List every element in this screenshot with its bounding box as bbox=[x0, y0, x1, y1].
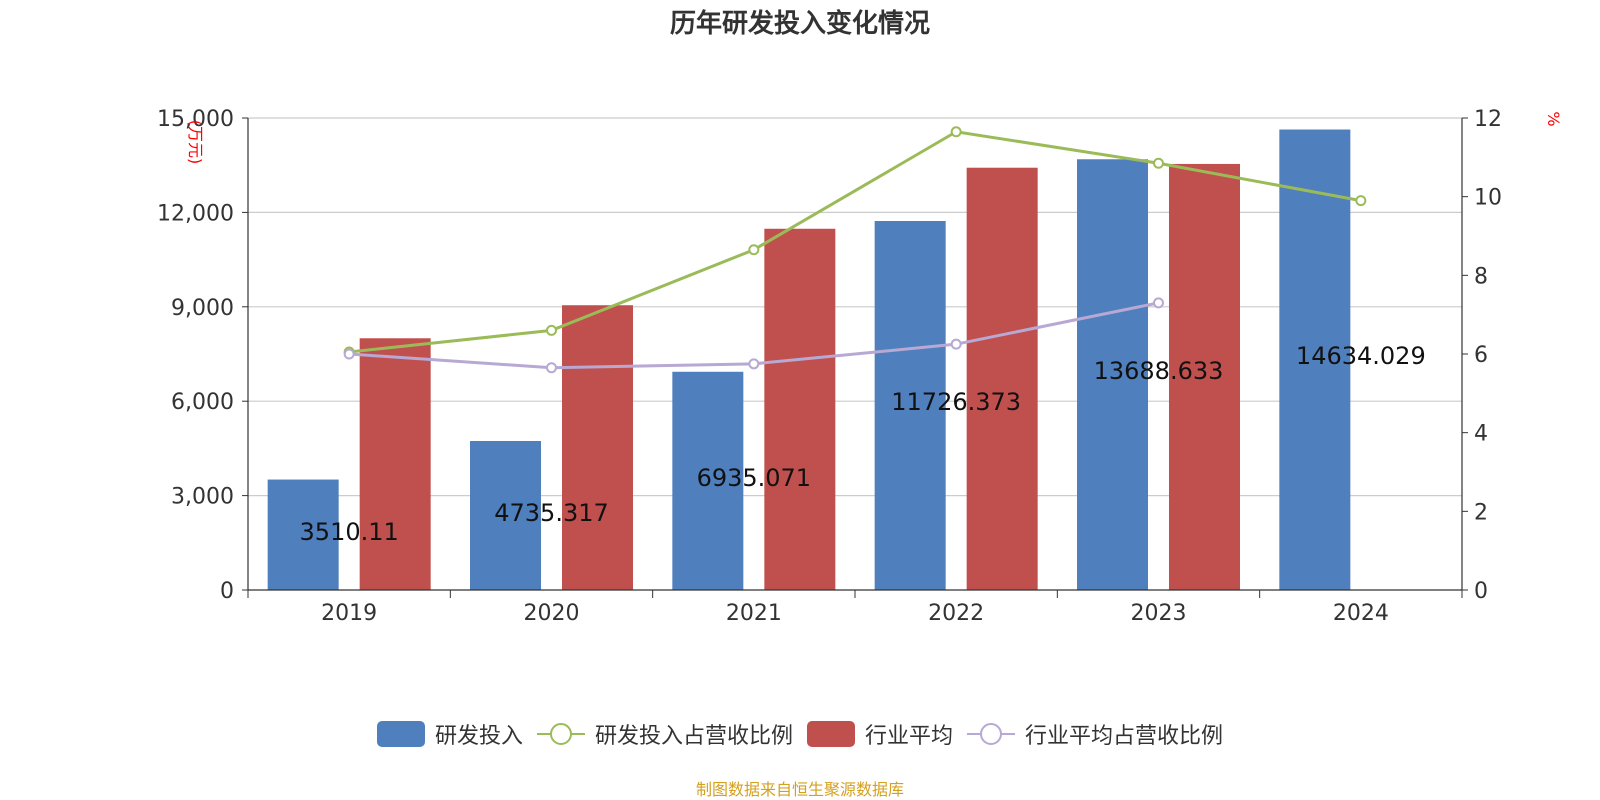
bar-data-label: 4735.317 bbox=[494, 499, 609, 527]
bar-data-label: 11726.373 bbox=[891, 388, 1021, 416]
line-point bbox=[1355, 195, 1367, 207]
y-right-tick-label: 8 bbox=[1474, 264, 1488, 289]
y-left-tick-label: 6,000 bbox=[171, 390, 234, 415]
y-right-unit-label: % bbox=[1544, 111, 1563, 126]
bar bbox=[1279, 129, 1351, 591]
line-point bbox=[546, 362, 557, 374]
y-right-tick-label: 10 bbox=[1474, 186, 1502, 211]
x-tick-label: 2022 bbox=[928, 601, 984, 626]
y-left-tick-label: 0 bbox=[220, 579, 234, 604]
x-tick-label: 2021 bbox=[726, 601, 782, 626]
y-left-tick-label: 9,000 bbox=[171, 296, 234, 321]
bar bbox=[1169, 163, 1240, 590]
legend-item-industry-ratio[interactable]: 行业平均占营收比例 bbox=[967, 718, 1223, 750]
line-point bbox=[950, 126, 962, 138]
bar bbox=[562, 305, 633, 590]
line-point bbox=[748, 358, 760, 370]
line-point bbox=[1153, 297, 1164, 309]
bar-data-label: 6935.071 bbox=[697, 464, 812, 492]
legend-item-rd-investment[interactable]: 研发投入 bbox=[376, 718, 523, 750]
bar-data-label: 13688.633 bbox=[1094, 357, 1224, 385]
x-tick-label: 2023 bbox=[1131, 601, 1187, 626]
series-line bbox=[349, 130, 1362, 354]
y-right-tick-label: 2 bbox=[1474, 500, 1488, 525]
legend-label: 研发投入占营收比例 bbox=[594, 724, 793, 749]
x-tick-label: 2024 bbox=[1333, 601, 1389, 626]
legend-item-industry-average[interactable]: 行业平均 bbox=[807, 718, 953, 750]
chart-plot: 0 3,000 6,000 9,000 12,000 15,000 0 2 4 6 8 10 12 (万元… bbox=[157, 107, 1563, 626]
source-note: 制图数据来自恒生聚源数据库 bbox=[695, 780, 904, 799]
x-tick-label: 2020 bbox=[524, 601, 580, 626]
y-left-tick-label: 12,000 bbox=[157, 201, 234, 226]
bar bbox=[359, 338, 431, 590]
legend-line-swatch-icon bbox=[536, 723, 585, 745]
line-point bbox=[950, 338, 962, 350]
legend-bar-swatch-icon bbox=[807, 721, 855, 747]
y-right-tick-label: 0 bbox=[1474, 579, 1488, 604]
bar-data-label: 14634.029 bbox=[1296, 342, 1426, 370]
bar bbox=[1077, 159, 1148, 590]
legend-label: 行业平均占营收比例 bbox=[1025, 724, 1224, 749]
chart-legend: 研发投入 研发投入占营收比例 行业平均 行业平均占营收比例 bbox=[0, 718, 1600, 750]
bar bbox=[470, 440, 541, 590]
y-left-tick-label: 3,000 bbox=[171, 485, 234, 510]
line-point bbox=[546, 324, 557, 336]
x-tick-label: 2019 bbox=[321, 601, 377, 626]
y-right-tick-label: 6 bbox=[1474, 343, 1488, 368]
legend-label: 研发投入 bbox=[434, 724, 523, 749]
bar bbox=[874, 221, 946, 590]
y-left-unit-label: (万元) bbox=[186, 120, 205, 165]
bar bbox=[267, 479, 339, 590]
y-left-tick-label: 15,000 bbox=[157, 107, 234, 132]
legend-item-rd-ratio[interactable]: 研发投入占营收比例 bbox=[536, 718, 793, 750]
bar bbox=[966, 167, 1038, 590]
line-point bbox=[1153, 157, 1164, 169]
line-point bbox=[748, 244, 760, 256]
bar bbox=[672, 371, 744, 590]
line-point bbox=[343, 348, 355, 360]
legend-label: 行业平均 bbox=[865, 724, 954, 749]
legend-line-swatch-icon bbox=[967, 723, 1016, 745]
y-right-tick-label: 4 bbox=[1474, 422, 1488, 447]
bar-data-label: 3510.11 bbox=[300, 518, 399, 546]
legend-bar-swatch-icon bbox=[376, 721, 425, 747]
bar bbox=[764, 228, 836, 590]
chart-title: 历年研发投入变化情况 bbox=[669, 9, 930, 39]
y-right-tick-label: 12 bbox=[1474, 107, 1502, 132]
